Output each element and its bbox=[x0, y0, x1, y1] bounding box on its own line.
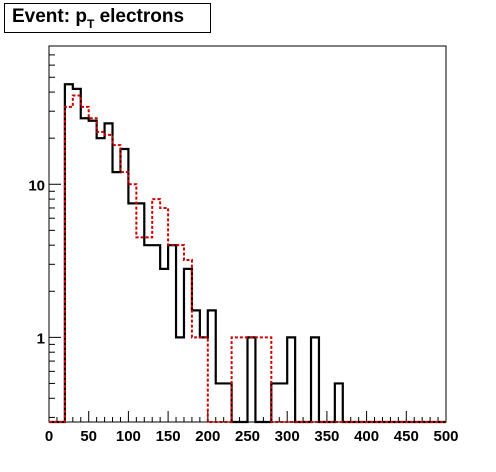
y-tick-label: 10 bbox=[28, 177, 45, 194]
x-tick-label: 300 bbox=[275, 428, 300, 445]
histogram-series-2 bbox=[49, 94, 446, 423]
chart-title-suffix: electrons bbox=[94, 6, 185, 27]
x-tick-label: 200 bbox=[195, 428, 220, 445]
x-tick-label: 50 bbox=[80, 428, 97, 445]
x-tick-label: 350 bbox=[314, 428, 339, 445]
chart-title-main: Event: p bbox=[12, 6, 87, 27]
x-tick-label: 0 bbox=[45, 428, 53, 445]
y-tick-label: 1 bbox=[37, 330, 45, 347]
x-tick-label: 100 bbox=[116, 428, 141, 445]
y-tick-labels: 1 10 bbox=[28, 177, 45, 347]
x-tick-label: 450 bbox=[394, 428, 419, 445]
x-tick-labels: 0 50 100 150 200 250 300 350 400 450 500 bbox=[45, 428, 459, 445]
x-tick-label: 500 bbox=[433, 428, 458, 445]
chart-title-subscript: T bbox=[86, 17, 95, 31]
histogram-series bbox=[49, 83, 446, 424]
x-tick-label: 150 bbox=[156, 428, 181, 445]
x-tick-label: 400 bbox=[354, 428, 379, 445]
chart-title: Event: pT electrons bbox=[12, 6, 185, 31]
x-tick-label: 250 bbox=[235, 428, 260, 445]
chart-title-box: Event: pT electrons bbox=[4, 3, 211, 33]
